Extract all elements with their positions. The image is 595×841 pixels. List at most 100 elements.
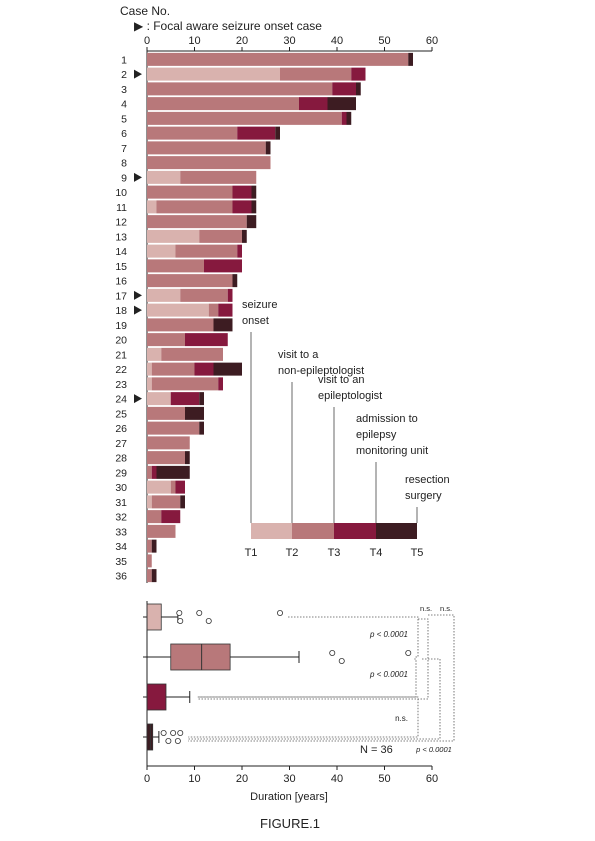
- box-bottom-tick-label: 50: [378, 773, 390, 785]
- focal-arrow-icon: [134, 172, 142, 182]
- box-outlier: [177, 730, 184, 737]
- bar-segment-t1: [147, 480, 171, 494]
- focal-arrow-icon: [134, 305, 142, 315]
- bar-segment-t1: [147, 67, 280, 81]
- case-label: 5: [121, 113, 127, 125]
- timeline-legend: T1 T2 T3 T4 T5 seizure onset visit to a non-epil…: [242, 299, 450, 559]
- legend-time-point: T3: [328, 547, 341, 559]
- bar-segment-t2: [151, 377, 219, 391]
- bar-segment-t1: [147, 200, 157, 214]
- comparison-label: p < 0.0001: [415, 745, 452, 754]
- bar-segment-t2: [147, 436, 190, 450]
- case-label: 36: [115, 571, 127, 583]
- bar-segment-t4: [156, 465, 190, 479]
- legend-label: epilepsy: [356, 429, 397, 441]
- bar-segment-t2: [147, 524, 176, 538]
- box-iqr-t2: [170, 643, 231, 671]
- box-iqr-t3: [146, 683, 167, 711]
- bar-segment-t3: [175, 480, 185, 494]
- bar-segment-t1: [147, 362, 152, 376]
- x-axis-label: Duration [years]: [250, 791, 328, 803]
- legend-label: surgery: [405, 490, 442, 502]
- bar-segment-t2: [147, 82, 333, 96]
- box-outlier: [329, 650, 336, 657]
- case-label: 17: [115, 290, 127, 302]
- bar-segment-t4: [246, 215, 257, 229]
- case-label: 15: [115, 261, 127, 273]
- bar-segment-t2: [170, 480, 176, 494]
- case-label: 20: [115, 335, 127, 347]
- bar-segment-t4: [275, 126, 280, 140]
- box-bottom-tick-label: 10: [188, 773, 200, 785]
- bar-segment-t3: [161, 510, 181, 524]
- case-label: 11: [116, 202, 127, 214]
- comparison-label: n.s.: [440, 604, 452, 613]
- bar-segment-t1: [147, 303, 209, 317]
- bar-segment-t1: [147, 288, 181, 302]
- bar-segment-t2: [147, 510, 162, 524]
- bar-segment-t3: [204, 259, 242, 273]
- legend-label: seizure: [242, 299, 277, 311]
- box-bottom-tick-label: 0: [144, 773, 150, 785]
- legend-segment-t2: [292, 523, 334, 539]
- box-outlier: [205, 618, 212, 625]
- bar-top-tick-label: 60: [426, 35, 438, 47]
- bar-segment-t1: [147, 347, 162, 361]
- bar-segment-t2: [147, 406, 185, 420]
- bar-segment-t2: [147, 111, 342, 125]
- bar-segment-t4: [151, 569, 157, 583]
- box-bottom-tick-label: 40: [331, 773, 343, 785]
- bar-segment-t1: [147, 377, 152, 391]
- bar-segment-t4: [408, 52, 413, 66]
- case-label: 22: [115, 364, 127, 376]
- bar-top-tick-label: 50: [378, 35, 390, 47]
- bar-segment-t1: [147, 229, 200, 243]
- figure-caption: FIGURE.1: [260, 816, 320, 831]
- bar-segment-t2: [280, 67, 352, 81]
- case-label: 18: [115, 305, 127, 317]
- legend-label: onset: [242, 315, 269, 327]
- bar-segment-t4: [213, 318, 233, 332]
- bar-segment-t2: [147, 333, 185, 347]
- comparison-label: n.s.: [420, 604, 432, 613]
- bar-segment-t3: [227, 288, 233, 302]
- bracket-t1-t4: [188, 614, 455, 742]
- bar-segment-t3: [237, 244, 242, 258]
- bar-segment-t2: [147, 141, 266, 155]
- legend-segment-t4: [376, 523, 417, 539]
- legend-label: admission to: [356, 413, 418, 425]
- focal-note: ▶ : Focal aware seizure onset case: [134, 19, 322, 33]
- case-label: 7: [121, 143, 127, 155]
- bar-segment-t2: [147, 539, 152, 553]
- case-label: 4: [121, 99, 127, 111]
- legend-time-point: T5: [411, 547, 424, 559]
- bar-segment-t2: [147, 451, 185, 465]
- stacked-bar-chart: 0 10 20 30 40 50 60123456789101112131415161718…: [115, 35, 438, 583]
- case-label: 32: [115, 512, 127, 524]
- case-label: 24: [115, 394, 127, 406]
- case-label: 9: [121, 172, 127, 184]
- bar-segment-t2: [180, 170, 257, 184]
- case-label: 35: [115, 556, 127, 568]
- box-outlier: [276, 610, 283, 617]
- bar-segment-t1: [147, 244, 176, 258]
- bar-segment-t2: [147, 52, 409, 66]
- box-outlier: [177, 618, 184, 625]
- bar-segment-t4: [251, 185, 257, 199]
- case-label: 21: [115, 349, 127, 361]
- case-label: 12: [115, 217, 127, 229]
- bar-segment-t2: [147, 318, 214, 332]
- bar-segment-t2: [147, 215, 247, 229]
- box-bottom-tick-label: 20: [236, 773, 248, 785]
- bar-top-tick-label: 0: [144, 35, 150, 47]
- bar-segment-t2: [180, 288, 228, 302]
- case-label: 28: [115, 453, 127, 465]
- bar-segment-t3: [194, 362, 214, 376]
- case-label: 6: [121, 128, 127, 140]
- bar-segment-t3: [341, 111, 347, 125]
- case-header: Case No.: [120, 4, 170, 18]
- bar-top-tick-label: 20: [236, 35, 248, 47]
- bar-segment-t3: [218, 377, 223, 391]
- bar-segment-t3: [332, 82, 356, 96]
- bar-segment-t4: [213, 362, 242, 376]
